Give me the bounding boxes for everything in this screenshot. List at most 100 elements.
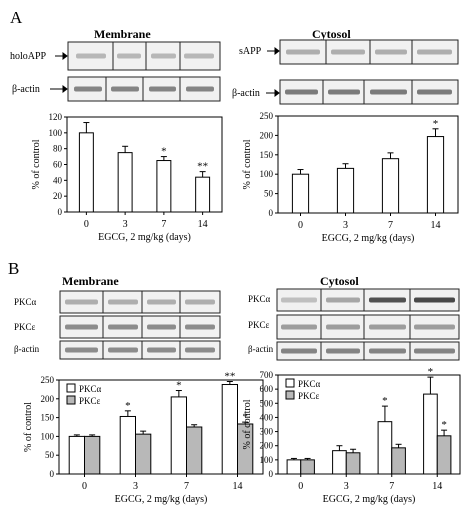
blot-band <box>184 53 214 59</box>
blot-strip <box>279 39 459 65</box>
y-tick-label: 0 <box>50 469 55 479</box>
bar <box>156 160 172 213</box>
legend-label: PKCα <box>79 384 102 394</box>
b-cytosol-title: Cytosol <box>320 274 359 288</box>
bar <box>345 452 361 475</box>
blot-frame <box>276 341 460 361</box>
legend-swatch <box>66 383 76 393</box>
plot-frame <box>277 374 461 475</box>
significance-mark: * <box>441 419 447 431</box>
blot-band <box>151 53 176 59</box>
bar <box>221 384 238 475</box>
blot-strip <box>59 315 221 339</box>
y-tick-label: 100 <box>260 455 274 465</box>
blot-band <box>65 299 98 305</box>
y-tick-label: 0 <box>269 469 274 479</box>
y-tick-label: 50 <box>45 450 55 460</box>
x-tick-label: 14 <box>431 220 441 231</box>
x-tick-label: 0 <box>298 220 303 231</box>
y-tick-label: 0 <box>269 208 274 218</box>
bar <box>135 433 152 475</box>
significance-mark: * <box>161 146 167 158</box>
y-axis-label: % of control <box>242 139 253 189</box>
a-membrane-blot-label-actin: β-actin <box>12 84 40 95</box>
x-axis-label: EGCG, 2 mg/kg (days) <box>115 494 208 505</box>
blot-frame <box>276 288 460 312</box>
x-axis-label: EGCG, 2 mg/kg (days) <box>322 233 415 244</box>
x-tick-label: 14 <box>233 481 243 492</box>
y-tick-label: 600 <box>260 384 274 394</box>
bar <box>286 459 302 475</box>
blot-band <box>414 324 455 330</box>
y-tick-label: 500 <box>260 398 274 408</box>
blot-band <box>185 347 215 353</box>
bar <box>381 158 400 214</box>
y-tick-label: 200 <box>41 394 55 404</box>
blot-band <box>108 324 138 330</box>
x-tick-label: 3 <box>344 481 349 492</box>
blot-band <box>281 348 317 354</box>
b-membrane-title: Membrane <box>62 274 119 288</box>
blot-band <box>108 347 138 353</box>
y-tick-label: 20 <box>53 191 63 201</box>
y-tick-label: 100 <box>41 431 55 441</box>
blot-band <box>326 324 360 330</box>
x-axis-label: EGCG, 2 mg/kg (days) <box>323 494 416 505</box>
blot-band <box>147 324 176 330</box>
x-tick-label: 7 <box>389 481 394 492</box>
y-tick-label: 60 <box>53 160 63 170</box>
blot-band <box>111 86 139 92</box>
bar <box>195 176 211 213</box>
significance-mark: * <box>125 400 131 412</box>
b-membrane-blot-label-actin: β-actin <box>14 344 40 354</box>
bar <box>426 136 445 214</box>
y-axis-label: % of control <box>31 139 42 189</box>
blot-band <box>149 86 176 92</box>
blot-band <box>65 324 98 330</box>
x-tick-label: 3 <box>343 220 348 231</box>
bar <box>377 421 393 475</box>
blot-strip <box>59 290 221 314</box>
blot-band <box>417 49 452 55</box>
blot-strip <box>67 76 221 102</box>
significance-mark: * <box>176 380 182 392</box>
blot-band <box>414 348 455 354</box>
legend-label: PKCε <box>79 396 101 406</box>
bar <box>170 396 187 475</box>
bar <box>332 450 347 475</box>
a-cytosol-blot-label-actin: β-actin <box>232 88 260 99</box>
x-tick-label: 14 <box>198 219 208 230</box>
blot-band <box>331 49 365 55</box>
blot-band <box>326 348 360 354</box>
arrow-icon-group <box>50 47 280 97</box>
panel-a-letter: A <box>10 8 23 27</box>
bar <box>119 415 136 475</box>
blot-band <box>76 53 106 59</box>
bar <box>336 167 355 214</box>
blot-strip <box>276 314 460 340</box>
arrow-icon-head <box>274 47 280 55</box>
x-tick-label: 7 <box>388 220 393 231</box>
significance-mark: ** <box>197 161 208 173</box>
blot-band <box>147 299 176 305</box>
legend-swatch <box>285 378 295 388</box>
y-tick-label: 50 <box>264 189 274 199</box>
blot-band <box>117 53 141 59</box>
x-tick-label: 3 <box>133 481 138 492</box>
panel-b-letter: B <box>8 259 19 278</box>
legend-label: PKCε <box>298 391 320 401</box>
bar <box>68 435 85 475</box>
y-tick-label: 250 <box>260 111 274 121</box>
blot-band <box>186 86 214 92</box>
x-tick-label: 7 <box>184 481 189 492</box>
a-cytosol-blot-label-sapp: sAPP <box>239 46 262 57</box>
blot-strip <box>59 340 221 360</box>
x-axis-label: EGCG, 2 mg/kg (days) <box>98 232 191 243</box>
x-tick-label: 0 <box>298 481 303 492</box>
y-tick-label: 100 <box>260 169 274 179</box>
significance-mark: ** <box>224 371 235 383</box>
blot-band <box>414 297 455 303</box>
blot-band <box>370 89 407 95</box>
